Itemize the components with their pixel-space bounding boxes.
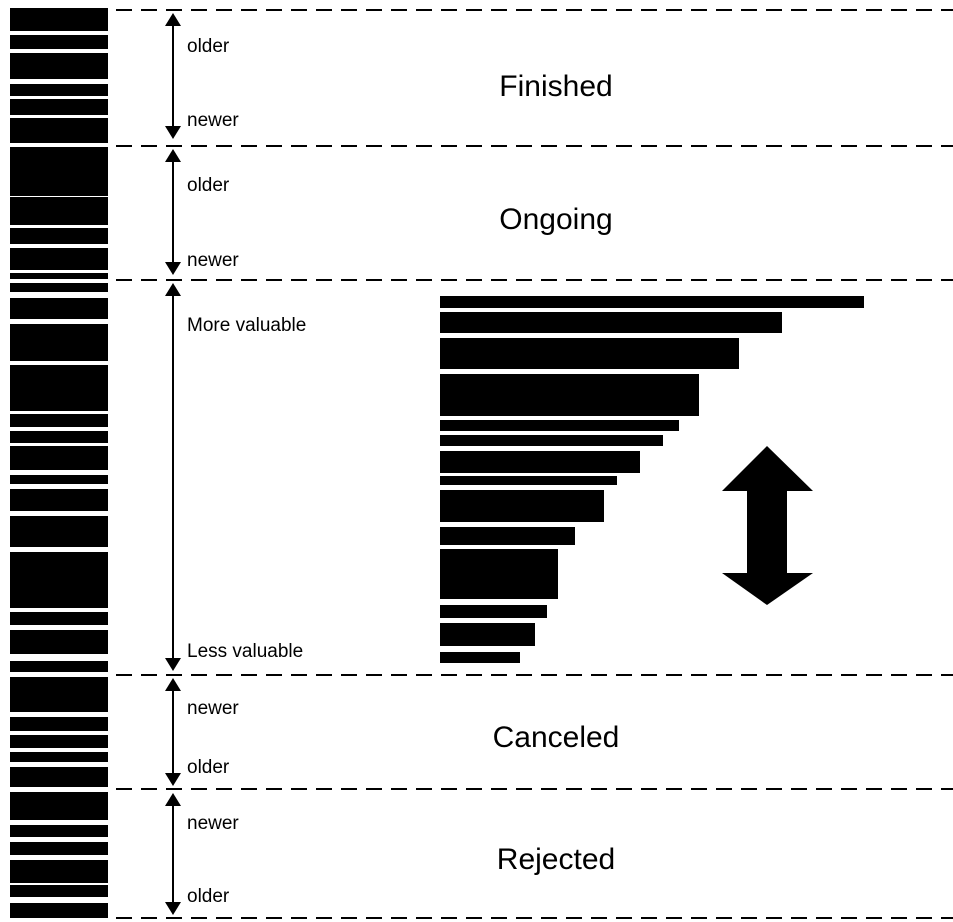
stack-item-block xyxy=(10,752,108,762)
stack-item-block xyxy=(10,885,108,897)
stack-item-block xyxy=(10,414,108,427)
ranked-item-bar xyxy=(440,623,535,646)
stack-item-block xyxy=(10,630,108,654)
stack-item-block xyxy=(10,248,108,270)
stack-item-block xyxy=(10,825,108,837)
canceled-top-label: newer xyxy=(187,698,239,719)
stack-item-block xyxy=(10,8,108,31)
less-valuable-label: Less valuable xyxy=(187,641,303,662)
item-stack xyxy=(10,8,108,918)
stack-item-block xyxy=(10,99,108,115)
stack-item-block xyxy=(10,228,108,244)
double-arrow-icon xyxy=(165,283,181,671)
ranked-item-bar xyxy=(440,527,575,545)
section-rejected: newer older Rejected xyxy=(165,793,615,915)
ranked-item-bar xyxy=(440,374,699,416)
stack-item-block xyxy=(10,661,108,672)
stack-item-block xyxy=(10,446,108,470)
stack-item-block xyxy=(10,53,108,79)
stack-item-block xyxy=(10,197,108,225)
rejected-title: Rejected xyxy=(497,843,615,876)
stack-item-block xyxy=(10,516,108,547)
stack-item-block xyxy=(10,431,108,443)
ranked-item-bar xyxy=(440,549,558,599)
stack-item-block xyxy=(10,612,108,625)
stack-item-block xyxy=(10,677,108,712)
stack-item-block xyxy=(10,717,108,731)
stack-item-block xyxy=(10,324,108,361)
finished-top-label: older xyxy=(187,36,230,57)
section-ongoing: older newer Ongoing xyxy=(165,149,613,275)
stack-item-block xyxy=(10,792,108,820)
rejected-top-label: newer xyxy=(187,813,239,834)
stack-item-block xyxy=(10,298,108,319)
canceled-bottom-label: older xyxy=(187,757,230,778)
ranked-item-bar xyxy=(440,338,739,369)
ranked-item-bar xyxy=(440,451,640,473)
section-finished: older newer Finished xyxy=(165,13,613,139)
double-arrow-icon xyxy=(165,149,181,275)
double-arrow-icon xyxy=(165,793,181,915)
stack-item-block xyxy=(10,842,108,855)
ranked-item-bar xyxy=(440,652,520,663)
ranked-item-bar xyxy=(440,435,663,446)
ranked-item-bar xyxy=(440,490,604,522)
ranked-item-bar xyxy=(440,476,617,485)
stack-item-block xyxy=(10,118,108,143)
double-arrow-icon xyxy=(165,678,181,786)
stack-item-block xyxy=(10,35,108,49)
section-separators xyxy=(116,9,953,919)
ongoing-bottom-label: newer xyxy=(187,250,239,271)
ranked-item-bar xyxy=(440,312,782,333)
rejected-bottom-label: older xyxy=(187,886,230,907)
reorder-double-arrow-icon xyxy=(722,446,813,605)
stack-item-block xyxy=(10,903,108,918)
stack-item-block xyxy=(10,84,108,96)
finished-bottom-label: newer xyxy=(187,110,239,131)
stack-item-block xyxy=(10,552,108,608)
stack-item-block xyxy=(10,767,108,787)
finished-title: Finished xyxy=(499,70,612,103)
ranked-item-bar xyxy=(440,420,679,431)
section-prioritized: More valuable Less valuable xyxy=(165,283,864,671)
ranked-item-bar xyxy=(440,605,547,618)
more-valuable-label: More valuable xyxy=(187,315,306,336)
canceled-title: Canceled xyxy=(493,721,620,754)
stack-item-block xyxy=(10,365,108,411)
stack-item-block xyxy=(10,489,108,511)
stack-item-block xyxy=(10,273,108,279)
ranked-item-bar xyxy=(440,296,864,308)
section-canceled: newer older Canceled xyxy=(165,678,619,786)
ranked-bars xyxy=(440,296,864,663)
stack-item-block xyxy=(10,147,108,196)
stack-item-block xyxy=(10,283,108,292)
double-arrow-icon xyxy=(165,13,181,139)
stack-item-block xyxy=(10,475,108,484)
stack-item-block xyxy=(10,860,108,883)
stack-item-block xyxy=(10,735,108,748)
ongoing-title: Ongoing xyxy=(499,203,612,236)
ongoing-top-label: older xyxy=(187,175,230,196)
